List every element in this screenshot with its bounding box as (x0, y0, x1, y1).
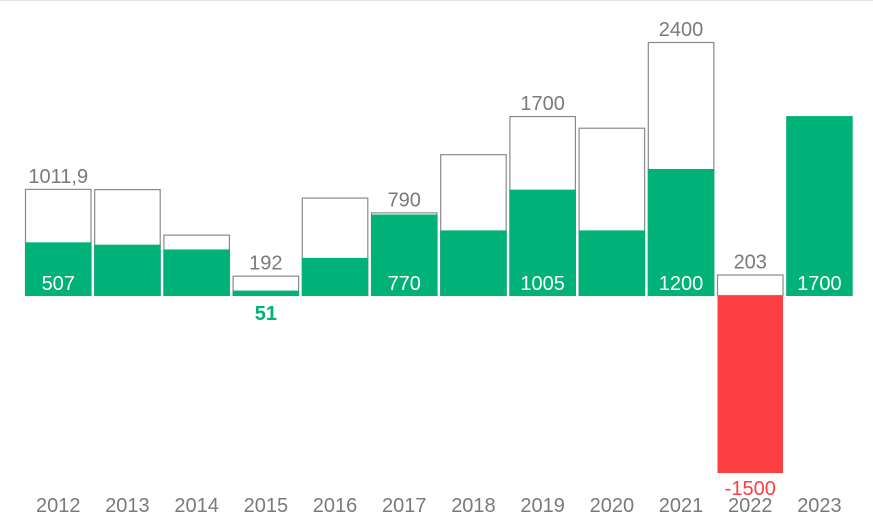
filled-value-label-2012: 507 (42, 273, 75, 295)
x-tick-label-2017: 2017 (382, 495, 427, 517)
negative-bar-2022 (717, 296, 783, 473)
filled-bar-2020 (578, 230, 646, 296)
x-tick-label-2018: 2018 (451, 495, 496, 517)
filled-value-label-2017: 770 (388, 273, 421, 295)
filled-bar-2012 (25, 242, 92, 296)
filled-bar-2017 (371, 214, 438, 296)
x-tick-label-2019: 2019 (520, 495, 565, 517)
top-divider-line (0, 0, 873, 1)
x-tick-label-2012: 2012 (36, 495, 81, 517)
filled-value-label-2015: 51 (255, 303, 277, 325)
filled-bar-2019 (509, 189, 576, 296)
filled-bar-2016 (301, 257, 369, 296)
outline-value-label-2015: 192 (249, 253, 282, 275)
outline-value-label-2019: 1700 (520, 93, 565, 115)
filled-bar-2021 (647, 169, 715, 296)
x-tick-label-2014: 2014 (174, 495, 219, 517)
x-tick-label-2020: 2020 (590, 495, 635, 517)
outline-value-label-2022: 203 (734, 252, 767, 274)
outline-value-label-2012: 1011,9 (28, 166, 88, 188)
filled-value-label-2021: 1200 (659, 273, 704, 295)
filled-bar-2013 (94, 244, 161, 296)
filled-bar-2014 (163, 249, 230, 296)
filled-value-label-2023: 1700 (797, 273, 842, 295)
x-tick-label-2016: 2016 (313, 495, 358, 517)
filled-bar-2015 (232, 290, 300, 296)
negative-value-label-2022: -1500 (725, 478, 776, 500)
x-tick-label-2021: 2021 (659, 495, 704, 517)
filled-bar-2018 (440, 230, 507, 296)
filled-value-label-2019: 1005 (520, 273, 565, 295)
filled-bar-2023 (786, 116, 853, 296)
x-tick-label-2015: 2015 (244, 495, 289, 517)
outline-value-label-2017: 790 (388, 189, 421, 211)
x-tick-label-2022: 2022 (728, 495, 773, 517)
outline-bar-2022 (716, 274, 784, 297)
outline-value-label-2021: 2400 (659, 19, 704, 41)
x-tick-label-2013: 2013 (105, 495, 150, 517)
x-tick-label-2023: 2023 (797, 495, 842, 517)
